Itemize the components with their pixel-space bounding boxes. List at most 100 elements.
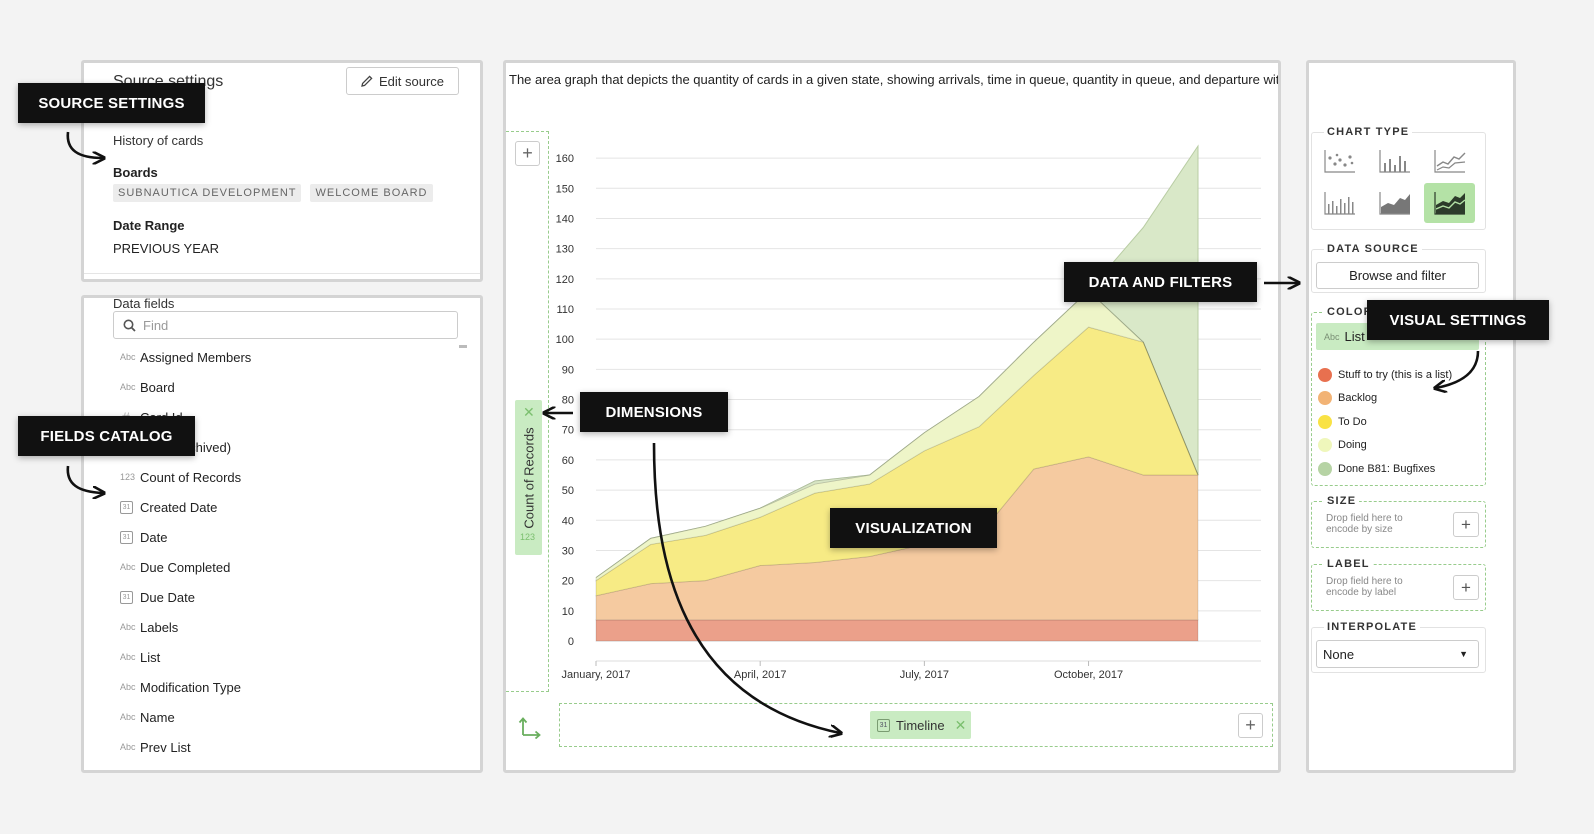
browse-and-filter-button[interactable]: Browse and filter (1316, 262, 1479, 289)
field-item[interactable]: Abc List (120, 642, 251, 672)
y-tick-label: 50 (562, 485, 574, 497)
field-name: Due Completed (140, 559, 231, 575)
legend-swatch (1318, 461, 1332, 476)
date-type-icon: 31 (877, 718, 890, 732)
field-item[interactable]: Abc Labels (120, 612, 251, 642)
label-label: LABEL (1324, 558, 1373, 570)
legend-label: Done B81: Bugfixes (1338, 462, 1436, 475)
label-section[interactable]: LABEL Drop field here to encode by label… (1311, 558, 1486, 611)
y-field-type: 123 (520, 532, 536, 542)
x-tick-label: October, 2017 (1054, 669, 1123, 681)
y-tick-label: 150 (556, 183, 574, 195)
interpolate-select[interactable]: None ▼ (1316, 640, 1479, 668)
legend-item[interactable]: Done B81: Bugfixes (1318, 457, 1452, 481)
x-dimension-dropzone[interactable]: 31 Timeline ✕ + (559, 703, 1273, 747)
x-tick-label: January, 2017 (562, 669, 631, 681)
swap-axes-icon[interactable] (518, 713, 544, 739)
field-type-icon: Abc (120, 382, 136, 392)
legend-item[interactable]: Backlog (1318, 387, 1452, 411)
field-type-icon: Abc (120, 682, 136, 692)
text-type-icon: Abc (1324, 331, 1340, 342)
legend-swatch (1318, 438, 1332, 453)
x-field-pill[interactable]: 31 Timeline ✕ (870, 711, 971, 739)
field-type-icon: Abc (120, 352, 136, 362)
callout-source-settings: SOURCE SETTINGS (18, 83, 205, 123)
x-tick-label: April, 2017 (734, 669, 787, 681)
y-tick-label: 90 (562, 364, 574, 376)
y-tick-label: 80 (562, 395, 574, 407)
date-range-label: Date Range (113, 218, 185, 233)
color-label-text: COLOR (1327, 306, 1373, 318)
legend-item[interactable]: To Do (1318, 410, 1452, 434)
field-search-box[interactable] (113, 311, 458, 339)
field-name: Count of Records (140, 469, 242, 485)
field-item[interactable]: Abc Board (120, 372, 251, 402)
interpolate-section: INTERPOLATE (1311, 621, 1486, 673)
field-item[interactable]: 31 Created Date (120, 492, 251, 522)
size-label: SIZE (1324, 495, 1360, 507)
callout-fields-catalog: FIELDS CATALOG (18, 416, 195, 456)
y-tick-label: 10 (562, 606, 574, 618)
y-tick-label: 110 (556, 304, 574, 316)
legend-item[interactable]: Stuff to try (this is a list) (1318, 363, 1452, 387)
field-item[interactable]: Abc Name (120, 702, 251, 732)
date-range-value: PREVIOUS YEAR (113, 241, 219, 256)
add-x-field-button[interactable]: + (1238, 713, 1263, 738)
y-tick-label: 130 (556, 244, 574, 256)
x-field-label: Timeline (896, 717, 945, 733)
tick-icon[interactable] (1314, 183, 1365, 223)
field-type-icon: Abc (120, 712, 136, 722)
y-tick-label: 30 (562, 545, 574, 557)
field-name: Labels (140, 619, 179, 635)
y-dimension-dropzone[interactable]: + ✕ Count of Records 123 (506, 131, 549, 692)
field-item[interactable]: Abc Modification Type (120, 672, 251, 702)
field-item[interactable]: 123 Count of Records (120, 462, 251, 492)
edit-source-button[interactable]: Edit source (346, 67, 459, 95)
search-icon (123, 319, 136, 332)
field-item[interactable]: Abc Assigned Members (120, 342, 251, 372)
line-icon[interactable] (1424, 141, 1475, 181)
field-type-icon: 123 (120, 472, 136, 482)
field-name: Assigned Members (140, 349, 252, 365)
callout-visual-settings: VISUAL SETTINGS (1367, 300, 1549, 340)
scatter-icon[interactable] (1314, 141, 1365, 181)
field-item[interactable]: 31 Date (120, 522, 251, 552)
legend-label: Backlog (1338, 392, 1378, 405)
board-tags: SUBNAUTICA DEVELOPMENT WELCOME BOARD (113, 184, 433, 202)
y-field-pill[interactable]: ✕ Count of Records 123 (515, 400, 542, 555)
y-field-label: Count of Records (521, 426, 536, 529)
boards-label: Boards (113, 165, 158, 180)
field-type-icon: 31 (120, 530, 133, 544)
field-item[interactable]: Abc Due Completed (120, 552, 251, 582)
remove-x-field-icon[interactable]: ✕ (954, 716, 967, 733)
y-tick-label: 0 (568, 636, 574, 648)
stacked-area-icon[interactable] (1424, 183, 1475, 223)
field-type-icon: 31 (120, 590, 133, 604)
remove-y-field-icon[interactable]: ✕ (523, 404, 535, 420)
field-item[interactable]: 31 Due Date (120, 582, 251, 612)
legend-item[interactable]: Doing (1318, 434, 1452, 458)
add-size-field-button[interactable]: + (1453, 512, 1479, 537)
field-name: Modification Type (140, 679, 241, 695)
field-type-icon: 31 (120, 500, 133, 514)
scrollbar-handle[interactable] (459, 345, 467, 348)
y-tick-label: 60 (562, 455, 574, 467)
size-section[interactable]: SIZE Drop field here to encode by size + (1311, 495, 1486, 548)
y-tick-label: 160 (556, 153, 574, 165)
y-tick-label: 70 (562, 425, 574, 437)
y-tick-label: 20 (562, 576, 574, 588)
field-search-input[interactable] (143, 317, 443, 333)
add-label-field-button[interactable]: + (1453, 575, 1479, 600)
field-item[interactable]: Abc Prev List (120, 732, 251, 762)
legend-label: To Do (1338, 415, 1367, 428)
field-name: Board (140, 379, 175, 395)
add-y-field-button[interactable]: + (515, 141, 540, 166)
field-name: Date (140, 529, 168, 545)
area-series (595, 619, 1199, 642)
legend-swatch (1318, 391, 1332, 406)
area-icon[interactable] (1369, 183, 1420, 223)
bar-icon[interactable] (1369, 141, 1420, 181)
data-fields-title: Data fields (113, 296, 175, 311)
board-tag: SUBNAUTICA DEVELOPMENT (113, 184, 302, 202)
